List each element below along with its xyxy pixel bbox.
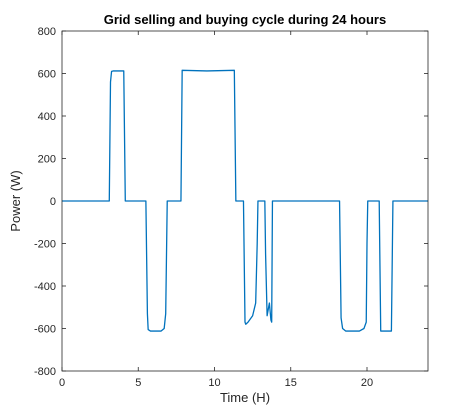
y-tick-label: 200 <box>38 154 56 166</box>
x-tick-label: 15 <box>285 377 297 389</box>
y-tick-label: 400 <box>38 111 56 123</box>
plot-frame <box>61 30 429 372</box>
y-tick-label: 800 <box>38 26 56 38</box>
axis-tick-labels: 0 5 10 15 20 -800 -600 -400 -200 0 200 400 600 800 <box>34 26 373 389</box>
y-tick-label: -800 <box>34 366 56 378</box>
y-tick-label: -400 <box>34 281 56 293</box>
y-axis-label: Power (W) <box>8 170 23 231</box>
y-tick-label: -600 <box>34 324 56 336</box>
x-tick-label: 20 <box>361 377 373 389</box>
x-axis-label: Time (H) <box>220 390 270 405</box>
y-tick-label: -200 <box>34 239 56 251</box>
power-series-line <box>62 69 428 332</box>
y-tick-label: 0 <box>50 196 56 208</box>
chart-title: Grid selling and buying cycle during 24 … <box>104 12 386 27</box>
y-tick-label: 600 <box>38 69 56 81</box>
x-tick-label: 0 <box>59 377 65 389</box>
x-tick-label: 10 <box>208 377 220 389</box>
x-tick-label: 5 <box>135 377 141 389</box>
